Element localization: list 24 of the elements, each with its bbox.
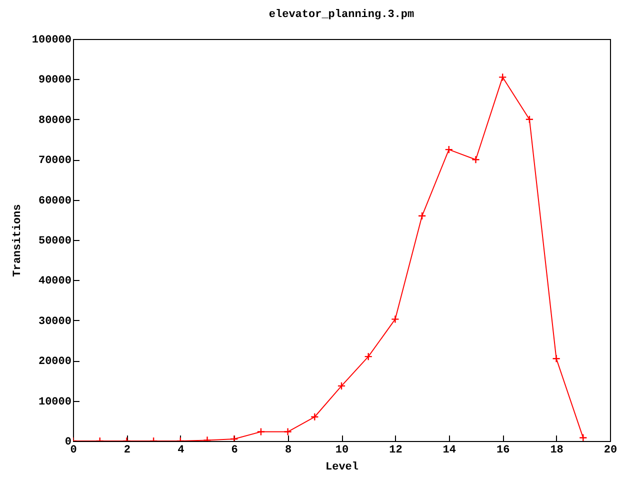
y-tick-label: 90000 xyxy=(38,74,72,87)
x-tick-label: 10 xyxy=(335,444,349,456)
y-tick-label: 10000 xyxy=(38,396,72,408)
x-tick-label: 18 xyxy=(550,444,564,456)
x-tick-label: 4 xyxy=(178,444,185,456)
chart-title: elevator_planning.3.pm xyxy=(268,9,415,21)
x-tick-label: 20 xyxy=(604,444,618,456)
x-tick-label: 6 xyxy=(231,444,238,456)
y-axis-title: Transitions xyxy=(12,204,24,277)
y-tick-label: 70000 xyxy=(38,155,72,168)
y-tick-label: 30000 xyxy=(38,316,72,328)
x-tick-label: 2 xyxy=(124,444,131,456)
x-tick-label: 14 xyxy=(442,444,456,456)
y-tick-label: 0 xyxy=(64,436,72,448)
x-tick-label: 8 xyxy=(284,444,292,456)
y-tick-label: 80000 xyxy=(38,114,72,127)
x-axis-title: Level xyxy=(325,462,359,474)
y-tick-label: 20000 xyxy=(38,356,72,368)
y-tick-label: 60000 xyxy=(38,195,72,208)
y-tick-label: 50000 xyxy=(38,236,72,248)
y-tick-label: 100000 xyxy=(32,34,72,46)
x-tick-label: 12 xyxy=(389,444,402,456)
x-tick-label: 16 xyxy=(496,444,510,456)
y-tick-label: 40000 xyxy=(38,276,72,288)
